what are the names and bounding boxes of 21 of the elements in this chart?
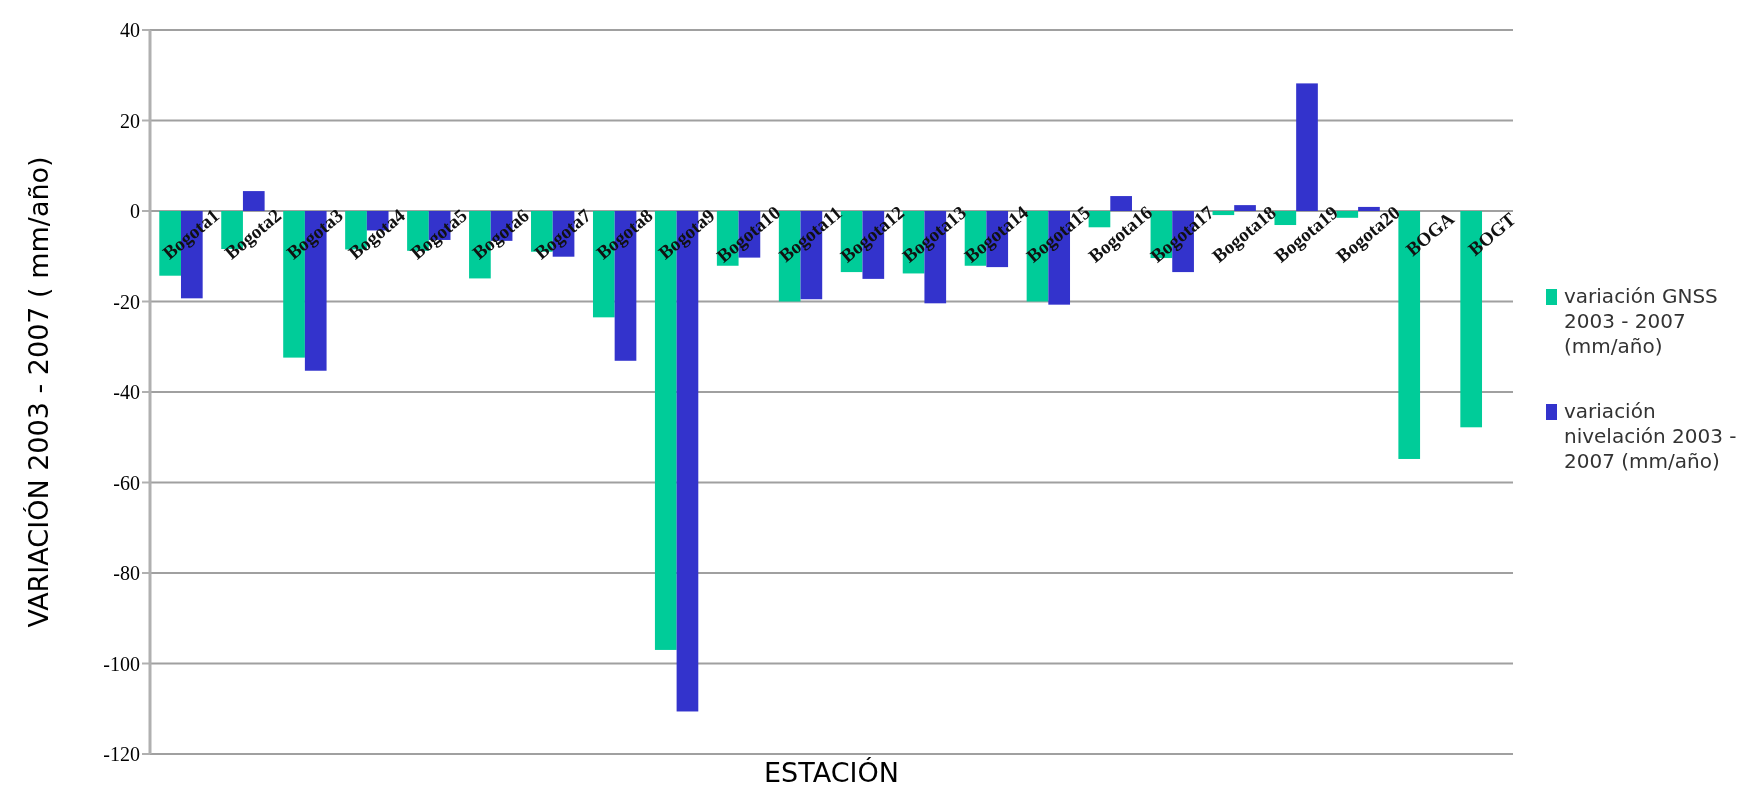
y-tick-label: 20 bbox=[120, 109, 140, 132]
y-tick-label: -120 bbox=[103, 743, 140, 765]
bar bbox=[1358, 206, 1380, 211]
x-axis-title: ESTACIÓN bbox=[764, 757, 899, 788]
y-tick-label: 40 bbox=[120, 19, 140, 41]
bar bbox=[242, 191, 265, 211]
y-tick-label: 0 bbox=[130, 200, 140, 222]
y-axis-title: VARIACIÓN 2003 - 2007 ( mm/año) bbox=[23, 156, 54, 628]
legend-label: variación nivelación 2003 - 2007 (mm/año) bbox=[1564, 399, 1737, 473]
y-tick-label: -80 bbox=[113, 562, 140, 584]
y-tick-label: -60 bbox=[113, 471, 140, 494]
bar bbox=[1274, 211, 1297, 226]
bar bbox=[1212, 211, 1235, 216]
y-tick-label: -40 bbox=[113, 381, 140, 403]
bar bbox=[1234, 205, 1256, 211]
y-tick-label: -20 bbox=[113, 290, 140, 313]
bar bbox=[345, 211, 367, 250]
bar bbox=[1088, 211, 1111, 228]
bar bbox=[1336, 211, 1359, 218]
y-tick-label: -100 bbox=[103, 652, 140, 675]
legend-label: variación GNSS 2003 - 2007 (mm/año) bbox=[1564, 284, 1718, 358]
